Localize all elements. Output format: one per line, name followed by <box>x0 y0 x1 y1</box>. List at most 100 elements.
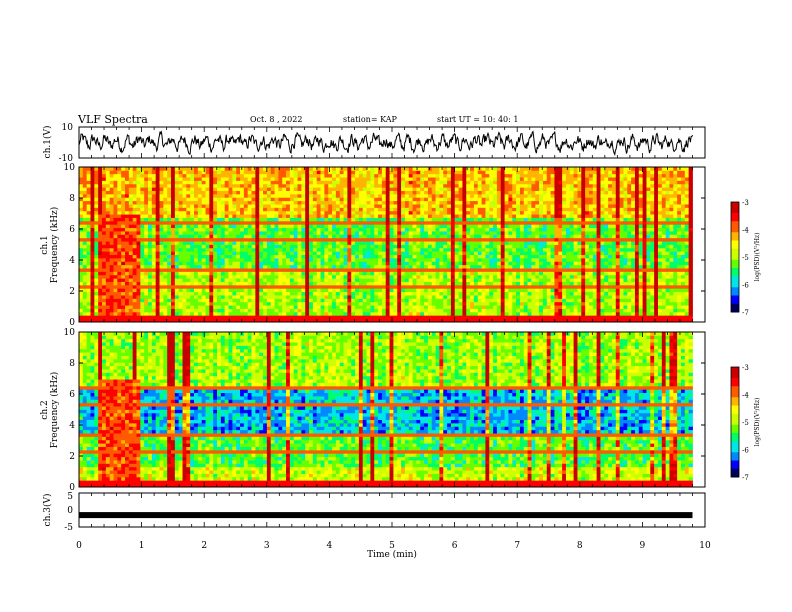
spectrogram-cell <box>236 227 241 232</box>
spectrogram-cell <box>309 298 314 303</box>
spectrogram-cell <box>297 190 302 195</box>
spectrogram-cell <box>447 167 452 171</box>
spectrogram-cell <box>420 251 425 256</box>
spectrogram-cell <box>309 204 314 208</box>
spectrogram-cell <box>286 308 291 313</box>
spectrogram-cell <box>151 193 157 198</box>
spectrogram-cell <box>335 257 341 262</box>
spectrogram-cell <box>328 173 333 178</box>
spectrogram-cell <box>102 301 107 306</box>
spectrogram-cell <box>105 217 111 222</box>
spectrogram-cell <box>263 301 268 306</box>
spectrogram-cell <box>251 173 256 178</box>
spectrogram-cell <box>117 301 122 306</box>
spectrogram-cell <box>213 217 218 222</box>
spectrogram-cell <box>86 295 91 299</box>
spectrogram-cell <box>128 241 134 245</box>
spectrogram-cell <box>335 271 341 276</box>
spectrogram-cell <box>270 173 275 178</box>
spectrogram-cell <box>401 183 406 188</box>
spectrogram-cell <box>358 197 364 202</box>
spectrogram-cell <box>159 173 164 178</box>
spectrogram-cell <box>404 268 410 272</box>
spectrogram-cell <box>240 284 245 289</box>
spectrogram-cell <box>335 291 341 296</box>
spectrogram-cell <box>220 241 226 245</box>
spectrogram-cell <box>489 170 494 175</box>
spectrogram-cell <box>197 183 203 188</box>
spectrogram-cell <box>190 241 195 245</box>
spectrogram-cell <box>412 318 417 323</box>
spectrogram-cell <box>136 278 141 282</box>
spectrogram-cell <box>439 197 444 202</box>
spectrogram-cell <box>305 220 310 225</box>
spectrogram-cell <box>339 311 344 316</box>
spectrogram-cell <box>447 217 452 222</box>
spectrogram-cell <box>397 254 402 259</box>
spectrogram-cell <box>90 227 95 232</box>
spectrogram-cell <box>293 241 298 245</box>
spectrogram-cell <box>224 247 229 252</box>
spectrogram-cell <box>266 308 272 313</box>
spectrogram-cell <box>102 200 107 205</box>
spectrogram-cell <box>431 173 436 178</box>
spectrogram-cell <box>236 167 241 171</box>
spectrogram-cell <box>489 268 494 272</box>
spectrogram-cell <box>332 315 337 320</box>
spectrogram-cell <box>201 281 206 286</box>
spectrogram-cell <box>385 315 390 320</box>
spectrogram-cell <box>462 257 467 262</box>
spectrogram-cell <box>171 288 176 293</box>
spectrogram-cell <box>266 318 272 323</box>
spectrogram-cell <box>109 311 114 316</box>
spectrogram-cell <box>243 173 249 178</box>
spectrogram-cell <box>274 214 279 218</box>
spectrogram-cell <box>466 231 471 235</box>
spectrogram-cell <box>125 217 130 222</box>
spectrogram-cell <box>431 197 436 202</box>
spectrogram-cell <box>458 274 463 279</box>
spectrogram-cell <box>443 261 448 266</box>
spectrogram-cell <box>113 177 118 181</box>
spectrogram-cell <box>339 224 344 229</box>
spectrogram-cell <box>466 167 471 171</box>
spectrogram-cell <box>255 308 260 313</box>
spectrogram-cell <box>466 241 471 245</box>
spectrogram-cell <box>347 247 352 252</box>
spectrogram-cell <box>439 244 444 249</box>
spectrogram-cell <box>320 254 325 259</box>
spectrogram-cell <box>274 204 279 208</box>
spectrogram-cell <box>224 284 229 289</box>
spectrogram-cell <box>439 281 444 286</box>
spectrogram-cell <box>274 291 279 296</box>
spectrogram-cell <box>209 291 214 296</box>
spectrogram-cell <box>412 247 417 252</box>
spectrogram-cell <box>477 244 482 249</box>
chart-title: VLF Spectra <box>78 113 148 126</box>
spectrogram-cell <box>174 204 180 208</box>
spectrogram-cell <box>362 264 367 269</box>
spectrogram-cell <box>228 167 233 171</box>
spectrogram-cell <box>98 204 103 208</box>
spectrogram-cell <box>366 271 371 276</box>
spectrogram-cell <box>408 305 413 309</box>
spectrogram-cell <box>393 244 398 249</box>
spectrogram-cell <box>148 254 153 259</box>
spectrogram-cell <box>251 193 256 198</box>
spectrogram-cell <box>263 210 268 215</box>
spectrogram-cell <box>473 187 479 191</box>
spectrogram-cell <box>174 237 180 242</box>
spectrogram-cell <box>251 214 256 218</box>
spectrogram-cell <box>401 271 406 276</box>
spectrogram-cell <box>424 278 429 282</box>
spectrogram-cell <box>470 204 475 208</box>
spectrogram-cell <box>458 170 463 175</box>
spectrogram-cell <box>140 251 145 256</box>
spectrogram-cell <box>485 231 490 235</box>
spectrogram-cell <box>312 301 318 306</box>
spectrogram-cell <box>278 268 283 272</box>
spectrogram-cell <box>255 231 260 235</box>
spectrogram-cell <box>174 177 180 181</box>
spectrogram-cell <box>458 227 463 232</box>
spectrogram-cell <box>113 224 118 229</box>
